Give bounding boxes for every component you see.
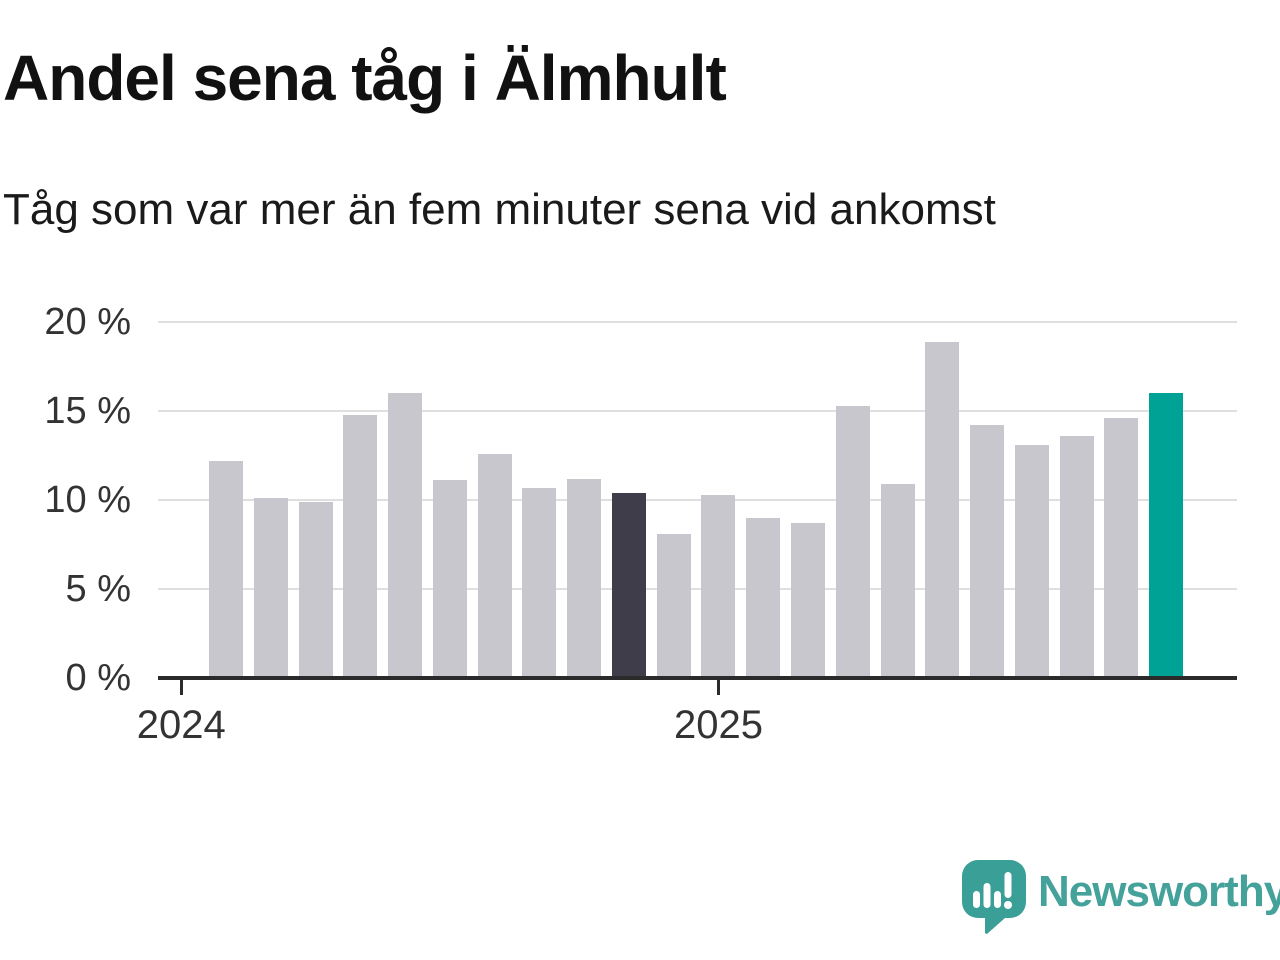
bar xyxy=(567,478,602,678)
y-axis-label: 5 % xyxy=(65,568,131,610)
y-axis-label: 0 % xyxy=(65,657,131,699)
newsworthy-logo-text: Newsworthy xyxy=(1038,867,1280,916)
x-axis-tick xyxy=(716,680,720,695)
gridline-15-percent xyxy=(158,410,1237,412)
x-axis-tick xyxy=(179,680,183,695)
bar xyxy=(1014,444,1049,678)
bar xyxy=(701,494,736,678)
bar-highlight-latest xyxy=(1149,393,1184,678)
bar xyxy=(343,414,378,678)
bar-highlight-previous-year xyxy=(611,492,646,678)
y-axis-label: 15 % xyxy=(44,390,131,432)
bar xyxy=(925,341,960,678)
bar xyxy=(656,533,691,678)
bar xyxy=(253,498,288,678)
bar xyxy=(746,517,781,678)
bar xyxy=(298,501,333,678)
bar xyxy=(1059,435,1094,678)
bar xyxy=(432,480,467,678)
y-axis-label: 10 % xyxy=(44,479,131,521)
newsworthy-logo-icon xyxy=(962,860,1026,934)
newsworthy-logo: Newsworthy xyxy=(962,860,1280,934)
bar xyxy=(880,483,915,678)
chart-title: Andel sena tåg i Älmhult xyxy=(3,42,727,114)
x-axis-label: 2024 xyxy=(136,703,226,747)
bar xyxy=(477,453,512,678)
bar xyxy=(970,425,1005,678)
bar xyxy=(388,393,423,678)
bar xyxy=(835,405,870,678)
x-axis-line xyxy=(158,676,1237,680)
gridline-5-percent xyxy=(158,588,1237,590)
gridline-10-percent xyxy=(158,499,1237,501)
x-axis-label: 2025 xyxy=(673,703,763,747)
gridline-20-percent xyxy=(158,321,1237,323)
bar xyxy=(1104,418,1139,678)
bar xyxy=(209,460,243,678)
bar xyxy=(522,487,557,678)
y-axis-label: 20 % xyxy=(44,301,131,343)
bar xyxy=(791,523,825,678)
chart-subtitle: Tåg som var mer än fem minuter sena vid … xyxy=(3,185,996,234)
